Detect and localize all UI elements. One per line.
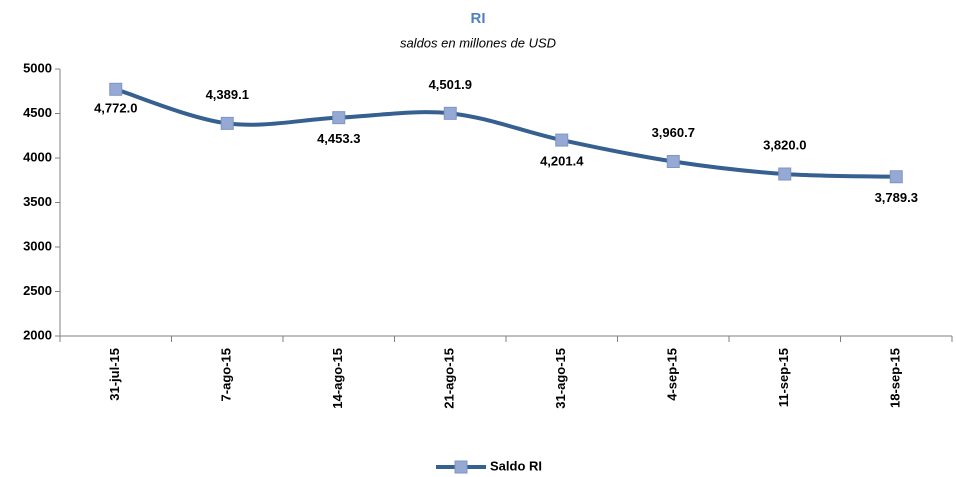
y-tick-label: 3500: [23, 194, 52, 209]
x-tick-label: 4-sep-15: [665, 348, 680, 401]
data-label: 4,389.1: [206, 87, 249, 102]
chart-subtitle: saldos en millones de USD: [400, 35, 556, 50]
data-label: 4,453.3: [317, 131, 360, 146]
data-label: 3,820.0: [763, 137, 806, 152]
marker: [443, 106, 457, 120]
x-tick-label: 18-sep-15: [888, 348, 903, 408]
x-tick-label: 11-sep-15: [776, 348, 791, 407]
legend-marker: [454, 460, 468, 474]
y-tick-label: 4500: [23, 105, 52, 120]
chart-title: RI: [471, 10, 486, 27]
y-tick-label: 2500: [23, 283, 52, 298]
marker: [109, 82, 123, 96]
legend-label: Saldo RI: [490, 458, 542, 473]
marker: [666, 154, 680, 168]
x-tick-label: 31-ago-15: [553, 348, 568, 409]
y-tick-label: 4000: [23, 149, 52, 164]
data-label: 3,960.7: [652, 125, 695, 140]
marker: [778, 167, 792, 181]
marker: [220, 116, 234, 130]
marker: [889, 170, 903, 184]
marker: [555, 133, 569, 147]
x-tick-label: 14-ago-15: [330, 348, 345, 409]
data-label: 4,201.4: [540, 154, 584, 169]
y-tick-label: 2000: [23, 327, 52, 342]
data-label: 4,772.0: [94, 101, 137, 116]
data-label: 4,501.9: [429, 77, 472, 92]
y-tick-label: 3000: [23, 238, 52, 253]
marker: [332, 111, 346, 125]
y-tick-label: 5000: [23, 60, 52, 75]
x-tick-label: 7-ago-15: [219, 348, 234, 401]
data-label: 3,789.3: [875, 190, 918, 205]
series-line: [115, 87, 897, 179]
x-tick-label: 21-ago-15: [442, 348, 457, 409]
x-tick-label: 31-jul-15: [107, 348, 122, 401]
